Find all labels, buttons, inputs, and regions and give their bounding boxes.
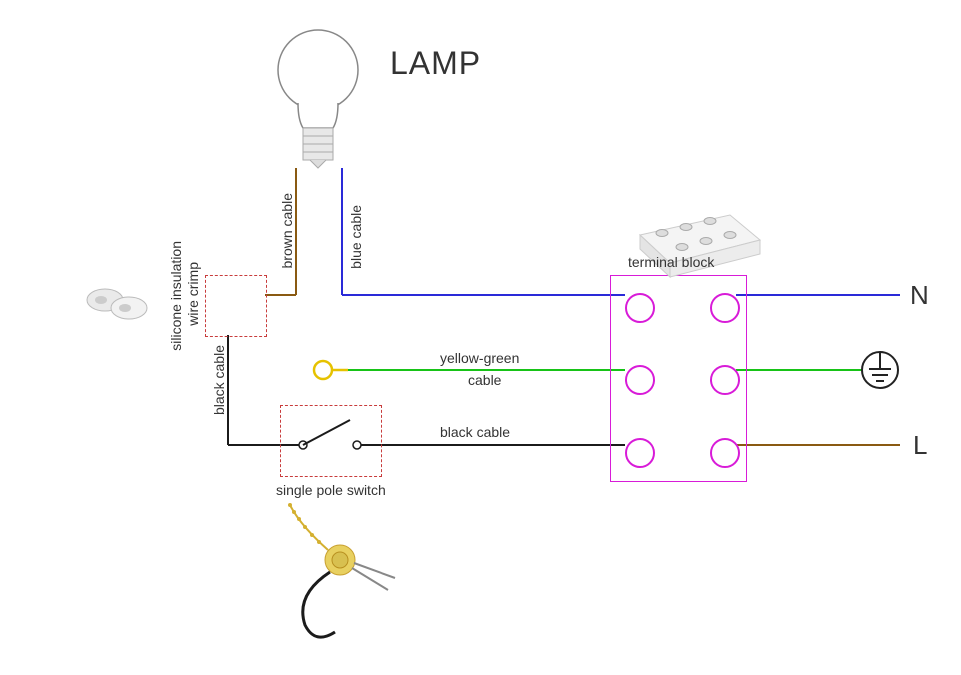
brown-cable-label: brown cable [279, 193, 295, 269]
silicone-insulation-label: silicone insulation [168, 241, 184, 351]
terminal-block-label: terminal block [628, 254, 714, 270]
wire-crimp-label: wire crimp [185, 262, 201, 326]
black-cable-left-label: black cable [211, 345, 227, 415]
blue-cable-label: blue cable [348, 205, 364, 269]
single-pole-switch-label: single pole switch [276, 482, 386, 498]
pull-chain-switch-icon [0, 0, 961, 675]
yellow-green-label: yellow-green [440, 350, 519, 366]
black-cable-right-label: black cable [440, 424, 510, 440]
wiring-diagram: LAMP [0, 0, 961, 675]
cable-word-label: cable [468, 372, 501, 388]
live-L-label: L [913, 430, 927, 461]
neutral-N-label: N [910, 280, 929, 311]
